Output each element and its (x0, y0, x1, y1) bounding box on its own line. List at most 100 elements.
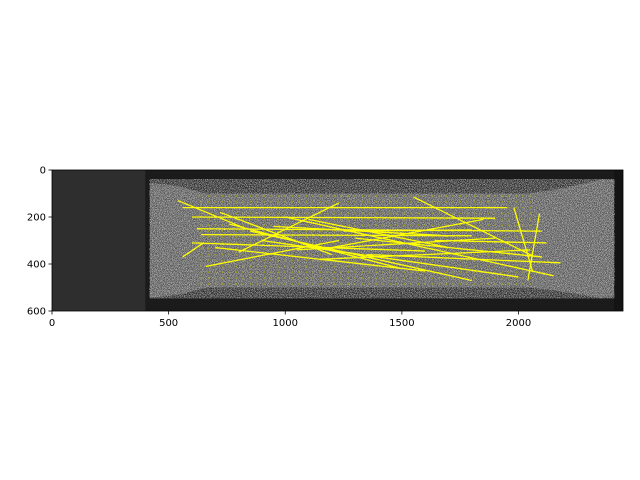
grid-marker (207, 259, 210, 262)
grid-marker (249, 253, 252, 256)
grid-marker (480, 194, 483, 197)
grid-marker (249, 247, 252, 250)
x-tick-label: 500 (159, 318, 178, 329)
grid-marker (515, 224, 518, 227)
grid-marker (403, 283, 406, 285)
grid-marker (445, 236, 448, 238)
tracked-line (355, 237, 542, 258)
grid-marker (270, 212, 273, 215)
grid-marker (382, 277, 385, 279)
grid-marker (354, 236, 357, 238)
grid-marker (431, 194, 434, 197)
grid-marker (235, 265, 238, 268)
grid-marker (319, 259, 322, 262)
grid-marker (389, 259, 392, 262)
grid-marker (228, 212, 231, 215)
grid-marker (221, 277, 224, 279)
grid-marker (256, 200, 259, 203)
grid-marker (277, 212, 280, 215)
grid-marker (417, 218, 420, 221)
grid-marker (354, 271, 357, 274)
grid-marker (214, 236, 217, 238)
tracked-line (527, 213, 541, 281)
grid-marker (389, 200, 392, 203)
grid-marker (242, 265, 245, 268)
grid-marker (417, 265, 420, 268)
grid-marker (529, 212, 532, 215)
grid-marker (305, 265, 308, 268)
grid-marker (522, 200, 525, 203)
grid-marker (515, 206, 518, 209)
grid-marker (445, 271, 448, 274)
grid-marker (466, 283, 469, 285)
grid-marker (368, 194, 371, 197)
grid-marker (417, 283, 420, 285)
grid-marker (340, 277, 343, 279)
tracked-line (331, 218, 484, 249)
grid-marker (256, 236, 259, 238)
grid-marker (277, 247, 280, 250)
grid-marker (319, 277, 322, 279)
grid-marker (501, 218, 504, 221)
grid-marker (291, 212, 294, 215)
grid-marker (501, 224, 504, 227)
grid-marker (200, 194, 203, 197)
grid-marker (361, 200, 364, 203)
grid-marker (347, 200, 350, 203)
grid-marker (221, 236, 224, 238)
grid-marker (382, 212, 385, 215)
grid-marker (200, 271, 203, 274)
tracked-line (182, 242, 204, 258)
grid-marker (277, 283, 280, 285)
grid-marker (200, 277, 203, 279)
grid-marker (368, 271, 371, 274)
grid-marker (508, 212, 511, 215)
grid-marker (333, 212, 336, 215)
grid-marker (480, 236, 483, 238)
grid-marker (410, 236, 413, 238)
grid-marker (459, 271, 462, 274)
grid-marker (508, 224, 511, 227)
grid-marker (207, 230, 210, 233)
grid-marker (522, 265, 525, 268)
grid-marker (333, 236, 336, 238)
grid-marker (354, 218, 357, 221)
grid-marker (410, 212, 413, 215)
grid-marker (466, 194, 469, 197)
grid-marker (291, 236, 294, 238)
grid-marker (501, 277, 504, 279)
grid-marker (375, 277, 378, 279)
grid-marker (221, 224, 224, 227)
grid-marker (347, 265, 350, 268)
grid-marker (270, 247, 273, 250)
grid-marker (529, 236, 532, 238)
grid-marker (515, 283, 518, 285)
grid-marker (256, 212, 259, 215)
y-tick-label: 600 (27, 307, 46, 318)
grid-marker (256, 283, 259, 285)
grid-marker (389, 277, 392, 279)
grid-marker (298, 259, 301, 262)
grid-marker (508, 200, 511, 203)
grid-marker (445, 277, 448, 279)
grid-marker (214, 277, 217, 279)
grid-marker (249, 224, 252, 227)
grid-marker (487, 241, 490, 244)
grid-marker (368, 277, 371, 279)
grid-marker (445, 194, 448, 197)
y-tick-label: 400 (27, 260, 46, 271)
grid-marker (340, 212, 343, 215)
grid-marker (354, 194, 357, 197)
grid-marker (235, 247, 238, 250)
grid-marker (375, 241, 378, 244)
grid-marker (431, 259, 434, 262)
grid-marker (291, 259, 294, 262)
grid-marker (326, 277, 329, 279)
grid-marker (291, 230, 294, 233)
grid-marker (319, 236, 322, 238)
grid-marker (221, 194, 224, 197)
right-background (614, 170, 623, 311)
grid-marker (438, 194, 441, 197)
grid-marker (368, 265, 371, 268)
